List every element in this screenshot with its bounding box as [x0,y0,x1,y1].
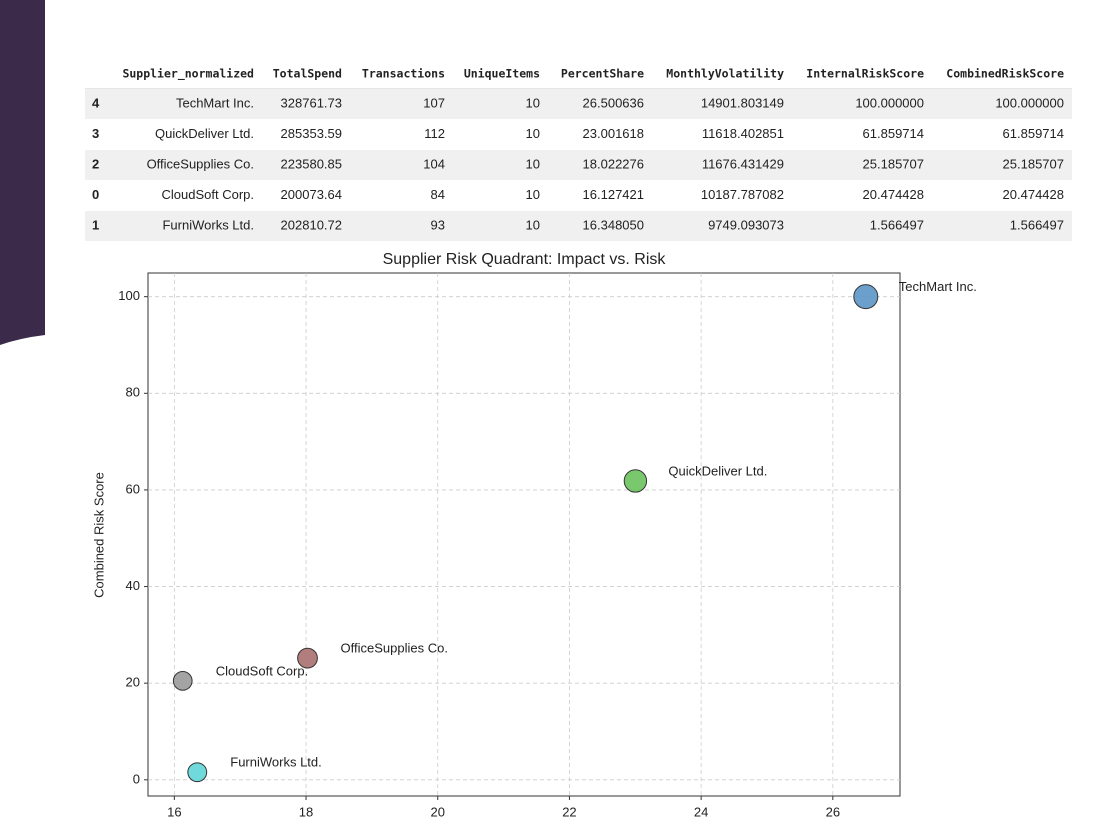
cell: 10 [526,217,540,232]
row-index: 1 [92,217,99,232]
cell: 61.859714 [1003,126,1064,141]
row-shade [85,150,1072,180]
column-header: InternalRiskScore [806,67,924,81]
cell: 18.022276 [583,156,644,171]
cell: 285353.59 [281,126,342,141]
plot-frame [147,272,901,797]
y-tick-label: 100 [118,288,140,303]
x-tick-label: 20 [431,804,445,819]
cell: TechMart Inc. [176,95,254,110]
cell: 112 [424,126,445,141]
column-header: TotalSpend [273,67,342,81]
cell: 26.500636 [583,95,644,110]
point [853,284,879,310]
point-label: FurniWorks Ltd. [230,755,322,770]
x-tick-label: 24 [694,804,708,819]
cell: QuickDeliver Ltd. [155,126,254,141]
cell: CloudSoft Corp. [162,187,255,202]
cell: 202810.72 [281,217,342,232]
cell: 104 [423,156,445,171]
cell: 100.000000 [995,95,1064,110]
cell: 11618.402851 [702,126,784,141]
row-index: 4 [92,95,100,110]
cell: 23.001618 [583,126,644,141]
x-tick-label: 18 [299,804,313,819]
row-shade [85,89,1072,119]
cell: 328761.73 [281,95,342,110]
cell: 16.348050 [583,217,644,232]
point [187,762,208,783]
y-tick-label: 80 [126,385,140,400]
point [172,671,193,691]
cell: 93 [431,217,445,232]
column-header: Transactions [362,67,445,81]
point-label: TechMart Inc. [899,279,977,294]
cell: 84 [431,187,445,202]
y-tick-label: 20 [126,675,140,690]
column-header: Supplier_normalized [122,67,254,82]
row-index: 0 [92,187,99,202]
cell: 10 [526,156,540,171]
cell: 9749.093073 [708,217,784,232]
y-tick-label: 60 [126,481,140,496]
x-tick-label: 16 [167,804,181,819]
row-shade [85,211,1072,241]
cell: OfficeSupplies Co. [147,156,254,171]
cell: 223580.85 [281,156,342,171]
point-label: OfficeSupplies Co. [341,641,448,656]
column-header: UniqueItems [464,67,540,81]
column-header: CombinedRiskScore [946,67,1064,81]
cell: 1.566497 [1010,217,1064,232]
cell: 10 [526,187,540,202]
cell: 20.474428 [863,187,924,202]
cell: 25.185707 [1003,156,1064,171]
column-header: PercentShare [561,67,644,81]
y-tick-label: 40 [126,578,140,593]
cell: 14901.803149 [701,95,784,110]
x-tick-label: 22 [562,804,576,819]
point [297,647,318,669]
cell: FurniWorks Ltd. [162,217,254,232]
cell: 1.566497 [870,217,924,232]
chart-title: Supplier Risk Quadrant: Impact vs. Risk [383,251,667,268]
row-index: 3 [92,126,99,141]
side-strip [0,0,45,345]
cell: 16.127421 [583,187,644,202]
x-tick-label: 26 [826,804,840,819]
y-axis-label: Combined Risk Score [91,472,106,598]
cell: 200073.64 [281,187,342,202]
cell: 10 [526,95,540,110]
point-label: CloudSoft Corp. [216,663,309,678]
cell: 61.859714 [863,126,924,141]
cell: 25.185707 [863,156,924,171]
cell: 100.000000 [855,95,924,110]
point [623,469,648,493]
point-label: QuickDeliver Ltd. [668,463,767,478]
cell: 11676.431429 [702,156,784,171]
cell: 10 [526,126,540,141]
y-tick-label: 0 [133,771,140,786]
cell: 10187.787082 [701,187,784,202]
cell: 107 [423,95,445,110]
row-index: 2 [92,156,99,171]
column-header: MonthlyVolatility [666,67,784,81]
cell: 20.474428 [1003,187,1064,202]
